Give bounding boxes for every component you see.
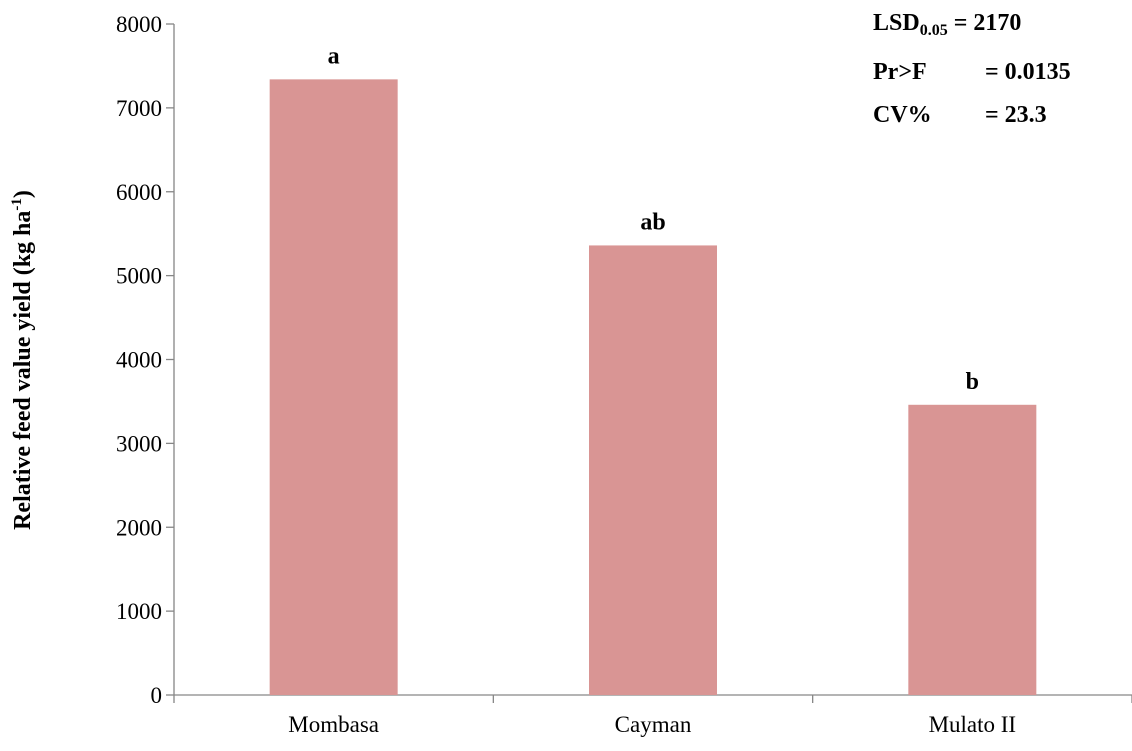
y-axis-title: Relative feed value yield (kg ha-1) [9, 190, 36, 530]
bar-cayman [589, 245, 717, 695]
significance-letter: ab [640, 209, 665, 235]
y-axis-title-close: ) [10, 190, 36, 198]
lsd-annotation: LSD0.05 = 2170 [873, 10, 1021, 39]
cv-value: = 23.3 [985, 102, 1047, 128]
bar-mombasa [269, 79, 398, 696]
y-tick-label: 4000 [116, 348, 162, 373]
y-tick-label: 1000 [116, 599, 162, 624]
y-axis-title-superscript: -1 [9, 198, 25, 211]
bar-mulato-ii [908, 404, 1037, 695]
y-axis-title-main: Relative feed value yield (kg ha [10, 211, 36, 530]
y-tick-label: 2000 [116, 515, 162, 540]
category-label: Mulato II [929, 712, 1017, 737]
x-axis-ticks [173, 695, 1132, 703]
y-axis-ticks: 0 1000 2000 3000 4000 5000 6000 7000 8000 [116, 12, 174, 708]
cv-label: CV% [873, 102, 932, 128]
category-labels: Mombasa Cayman Mulato II [288, 712, 1016, 737]
pr-value: = 0.0135 [985, 59, 1071, 85]
y-tick-label: 6000 [116, 180, 162, 205]
lsd-value: = 2170 [948, 10, 1022, 36]
category-label: Mombasa [288, 712, 379, 737]
y-tick-label: 3000 [116, 431, 162, 456]
significance-letter: b [966, 369, 979, 395]
y-tick-label: 7000 [116, 96, 162, 121]
pr-label: Pr>F [873, 59, 927, 85]
significance-letter: a [328, 43, 340, 69]
y-tick-label: 5000 [116, 264, 162, 289]
category-label: Cayman [615, 712, 692, 737]
data-labels: a ab b [328, 43, 979, 394]
lsd-label: LSD [873, 10, 920, 36]
bars-group [269, 79, 1037, 696]
y-tick-label: 0 [151, 683, 163, 708]
y-tick-label: 8000 [116, 12, 162, 37]
lsd-subscript: 0.05 [920, 22, 948, 39]
